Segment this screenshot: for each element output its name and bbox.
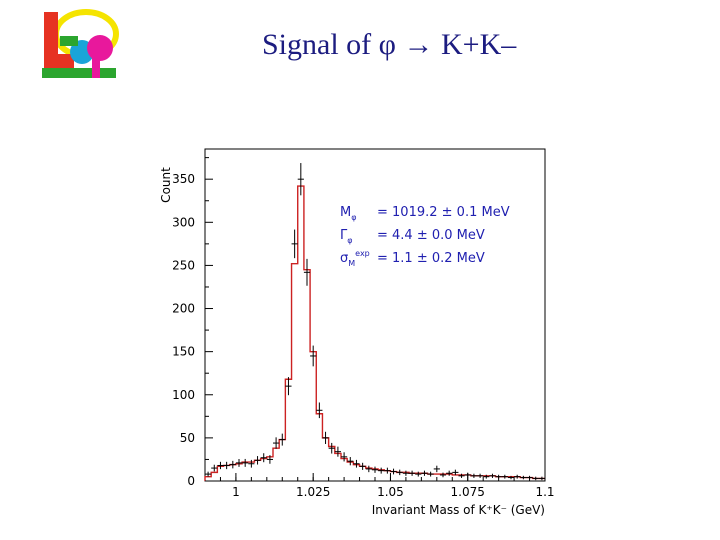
data-point — [242, 458, 249, 467]
y-tick-label: 350 — [172, 172, 195, 186]
data-point — [371, 466, 379, 473]
data-point — [446, 470, 453, 476]
data-point — [390, 468, 397, 475]
data-point — [316, 402, 323, 419]
slide-title: Signal of φ → K+K– — [262, 28, 516, 62]
data-point — [223, 461, 230, 470]
data-point — [328, 442, 335, 454]
data-point — [248, 459, 255, 468]
title-suffix: K+K– — [441, 28, 517, 61]
fit-parameter: Mφ — [340, 205, 357, 222]
x-tick-label: 1.025 — [296, 485, 330, 499]
title-phi: φ — [378, 28, 396, 61]
data-point — [229, 460, 236, 469]
y-tick-label: 100 — [172, 388, 195, 402]
data-point — [310, 345, 317, 367]
plot-frame — [204, 148, 546, 482]
data-point — [279, 433, 286, 446]
data-point — [501, 474, 508, 479]
fit-parameter: Γφ — [340, 228, 353, 245]
data-point — [365, 465, 372, 473]
data-point — [211, 464, 218, 472]
data-point — [341, 452, 348, 462]
y-tick-label: 250 — [172, 258, 195, 272]
data-point — [477, 473, 484, 478]
data-point — [378, 467, 385, 474]
data-point — [433, 465, 440, 473]
data-point — [421, 470, 428, 476]
data-point — [538, 476, 545, 481]
fit-parameter-value: = 1.1 ± 0.2 MeV — [377, 251, 485, 266]
data-point — [507, 475, 515, 480]
x-tick-label: 1.1 — [535, 485, 554, 499]
y-tick-label: 150 — [172, 345, 195, 359]
y-axis-title: Count — [159, 167, 173, 203]
data-point — [205, 471, 212, 477]
data-point — [322, 431, 329, 444]
data-point — [402, 470, 409, 476]
data-point — [452, 469, 459, 476]
title-arrow: → — [396, 28, 441, 61]
data-point — [415, 471, 422, 477]
y-tick-label: 0 — [187, 474, 195, 488]
data-point — [514, 474, 521, 479]
fit-parameter-value: = 1019.2 ± 0.1 MeV — [377, 205, 510, 220]
y-tick-label: 50 — [180, 431, 195, 445]
data-point — [217, 461, 224, 470]
data-point — [483, 474, 490, 479]
data-point — [266, 455, 273, 464]
data-point — [439, 472, 447, 478]
y-tick-label: 200 — [172, 302, 195, 316]
data-point — [297, 163, 304, 196]
data-point — [235, 458, 243, 467]
fit-parameter-value: = 4.4 ± 0.0 MeV — [377, 228, 485, 243]
data-point — [427, 471, 434, 477]
x-tick-label: 1.05 — [377, 485, 404, 499]
data-point — [273, 437, 280, 449]
data-point — [359, 462, 366, 470]
data-point — [334, 446, 341, 457]
data-point — [260, 453, 267, 463]
data-point — [347, 457, 354, 466]
fit-parameter: σMexp — [340, 249, 370, 268]
y-tick-label: 300 — [172, 215, 195, 229]
data-point — [285, 377, 292, 396]
x-tick-label: 1.075 — [451, 485, 485, 499]
lcsp-logo-icon — [42, 9, 119, 78]
data-point — [532, 476, 539, 481]
data-point — [520, 475, 527, 480]
data-point — [489, 473, 496, 478]
data-point — [470, 473, 477, 478]
data-point — [409, 470, 416, 476]
data-point — [458, 473, 465, 478]
title-prefix: Signal of — [262, 28, 379, 61]
x-axis-title: Invariant Mass of K⁺K⁻ (GeV) — [372, 503, 545, 517]
data-point — [396, 469, 403, 476]
data-point — [291, 229, 298, 259]
data-point — [384, 467, 391, 474]
data-point — [303, 258, 311, 286]
data-point — [254, 456, 261, 465]
data-point — [353, 459, 360, 468]
mass-histogram-chart: 0 50 100 150 200 250 300 350 1 1.025 1.05 1.075 1.1 C… — [159, 148, 555, 517]
x-tick-label: 1 — [232, 485, 240, 499]
